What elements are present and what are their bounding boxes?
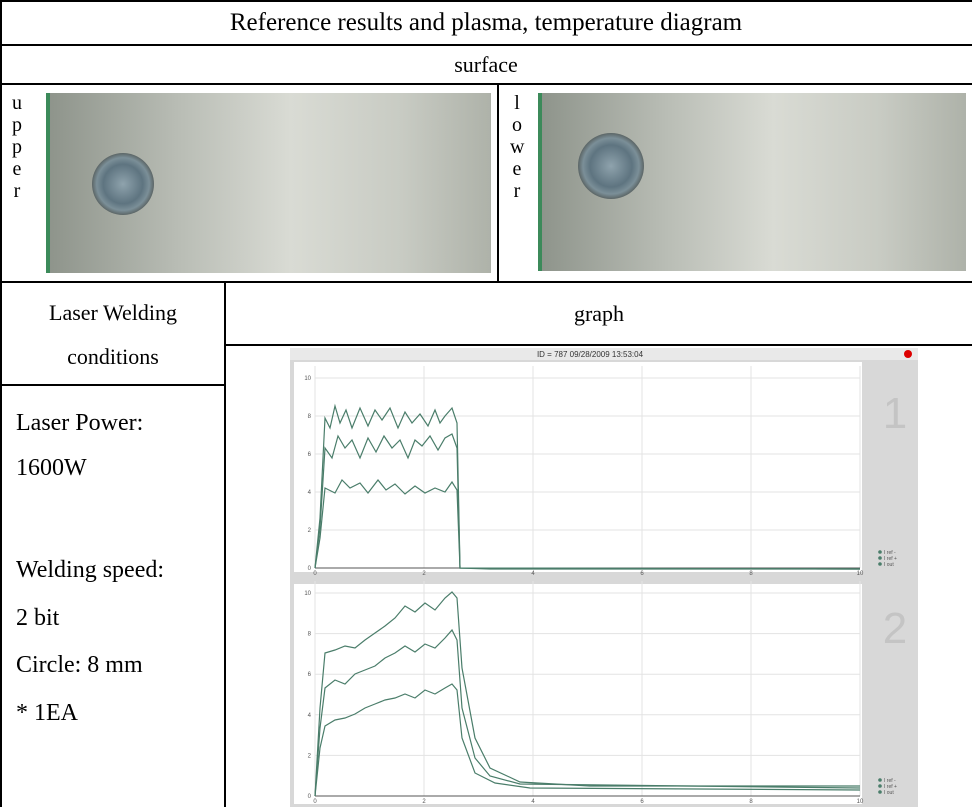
edge (538, 93, 542, 271)
title: Reference results and plasma, temperatur… (0, 2, 972, 44)
y-tick-label: 10 (304, 591, 311, 597)
panel-number: 1 (883, 389, 907, 438)
condition-line: Welding speed: (16, 557, 164, 584)
weld-spot (578, 133, 644, 199)
legend-entry: I out (884, 562, 894, 568)
y-tick-label: 10 (304, 376, 311, 382)
legend-swatch (878, 550, 882, 554)
rule (224, 281, 226, 807)
legend-entry: I out (884, 790, 894, 796)
rule (497, 83, 499, 283)
panel-number: 2 (883, 604, 907, 653)
edge (46, 93, 50, 273)
x-tick-label: 10 (857, 571, 864, 577)
section-label: surface (0, 46, 972, 83)
upper-photo (46, 93, 491, 273)
condition-line: Circle: 8 mm (16, 652, 143, 679)
condition-line: Laser Power: (16, 410, 143, 437)
legend-swatch (878, 784, 882, 788)
rule (226, 344, 972, 346)
legend-swatch (878, 778, 882, 782)
panel (294, 362, 862, 572)
legend-swatch (878, 790, 882, 794)
rule (0, 384, 226, 386)
conditions-header: Laser Welding conditions (30, 290, 196, 380)
legend-swatch (878, 562, 882, 566)
condition-line: 1600W (16, 455, 87, 482)
photo-label: upper (10, 92, 24, 202)
graph-header: graph (226, 283, 972, 344)
condition-line: * 1EA (16, 700, 78, 727)
indicator (904, 350, 912, 358)
legend-swatch (878, 556, 882, 560)
condition-line: 2 bit (16, 605, 59, 632)
x-tick-label: 10 (857, 799, 864, 805)
rule (0, 83, 972, 85)
photo-label: lower (510, 92, 524, 202)
graph-caption: ID = 787 09/28/2009 13:53:04 (537, 350, 644, 359)
weld-spot (92, 153, 154, 215)
document: Reference results and plasma, temperatur… (0, 0, 972, 807)
panel (294, 584, 862, 804)
rule (0, 0, 2, 807)
lower-photo (538, 93, 966, 271)
